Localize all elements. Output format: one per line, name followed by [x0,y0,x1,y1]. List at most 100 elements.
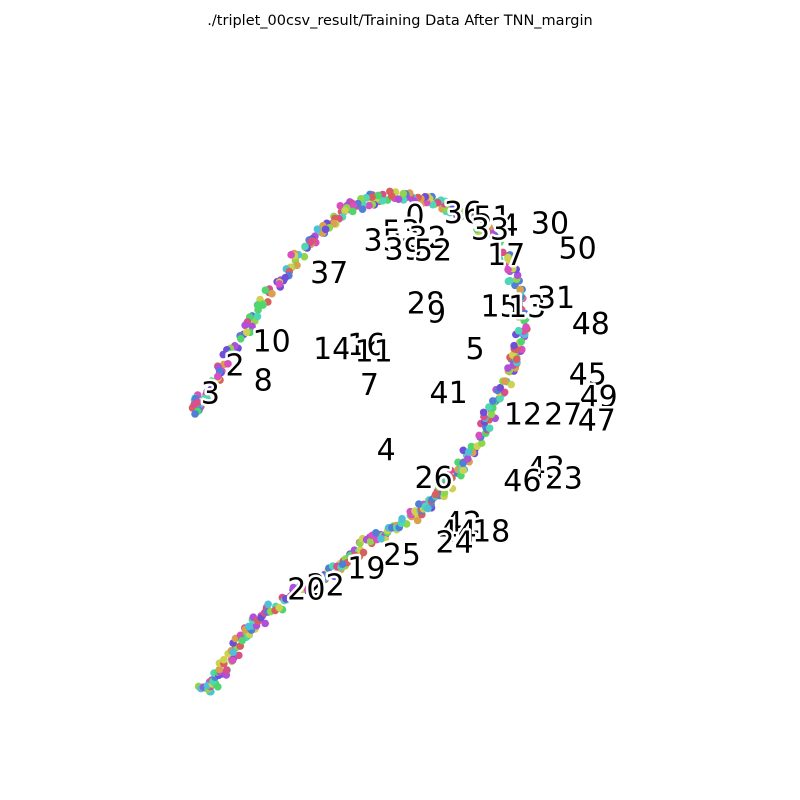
cluster-label: 43 [527,451,565,486]
data-point [261,286,270,295]
cluster-label: 3 [201,377,220,412]
data-point [453,209,462,218]
cluster-label: 10 [253,324,291,359]
cluster-label: 11 [355,335,393,370]
cluster-label: 51 [473,201,511,236]
data-point [332,569,340,578]
data-point [313,225,322,233]
cluster-label: 36 [444,196,482,231]
cluster-label: 19 [347,552,385,587]
data-point [431,490,440,499]
data-point [415,500,423,508]
data-point [213,372,222,381]
cluster-label: 25 [383,538,421,573]
cluster-label: 44 [439,515,477,550]
data-point [222,666,231,674]
cluster-label: 27 [544,398,582,433]
data-point [253,312,262,321]
data-point [522,323,530,331]
data-point [510,294,519,303]
data-point [248,322,256,331]
points-layer [188,187,531,696]
data-point [261,619,269,628]
cluster-label: 7 [360,368,379,403]
data-point [507,380,516,389]
data-point [493,249,502,257]
cluster-label: 4 [500,209,519,244]
data-point [492,242,500,250]
data-point [517,337,526,346]
data-point [510,341,518,350]
data-point [487,410,496,419]
data-point [521,309,529,318]
data-point [219,350,228,359]
data-point [475,431,483,440]
data-point [300,252,309,261]
data-point [275,280,284,288]
data-point [504,265,512,274]
data-point [417,201,425,209]
data-point [215,665,224,674]
data-point [227,349,236,358]
data-point [264,600,272,609]
data-point [387,192,396,200]
data-point [485,403,493,411]
data-point [365,201,373,210]
cluster-label: 18 [472,515,510,550]
data-point [485,424,494,432]
cluster-label: 33 [471,213,509,248]
data-point [399,189,408,198]
data-point [504,253,512,262]
cluster-label: 26 [415,461,453,496]
data-point [467,442,476,451]
data-point [449,203,458,212]
data-point [358,205,367,213]
data-point [513,271,522,280]
cluster-label: 4 [377,433,396,468]
data-point [236,334,245,343]
data-point [348,207,357,216]
cluster-label: 5 [465,332,484,367]
chart-title: ./triplet_00csv_result/Training Data Aft… [207,13,593,29]
data-point [338,560,347,568]
data-point [242,328,251,337]
cluster-label: 39 [385,233,423,268]
cluster-label: 8 [254,363,273,398]
cluster-label: 46 [503,464,541,499]
data-point [310,576,318,585]
cluster-label: 9 [427,296,446,331]
data-point [413,516,422,525]
cluster-label: 52 [414,234,452,269]
data-point [501,377,509,385]
data-point [349,201,358,210]
data-point [244,622,253,631]
data-point [512,355,521,364]
cluster-label: 15 [481,290,519,325]
data-point [488,397,497,405]
data-point [377,534,385,543]
data-point [394,195,403,203]
data-point [306,238,315,246]
data-point [275,603,283,612]
data-point [220,655,228,664]
cluster-label: 48 [572,307,610,342]
data-point [448,484,457,493]
data-point [409,197,418,205]
data-point [224,360,232,368]
cluster-label: 42 [444,506,482,541]
data-point [479,408,488,417]
data-point [516,285,524,294]
data-point [207,377,216,385]
data-point [514,326,523,335]
data-point [321,225,330,234]
cluster-label: 2 [225,348,244,383]
data-point [428,200,437,209]
cluster-label: 32 [409,221,447,256]
data-point [459,459,467,467]
data-point [435,483,443,491]
cluster-label: 37 [310,256,348,291]
data-point [301,242,309,251]
data-point [238,636,246,645]
